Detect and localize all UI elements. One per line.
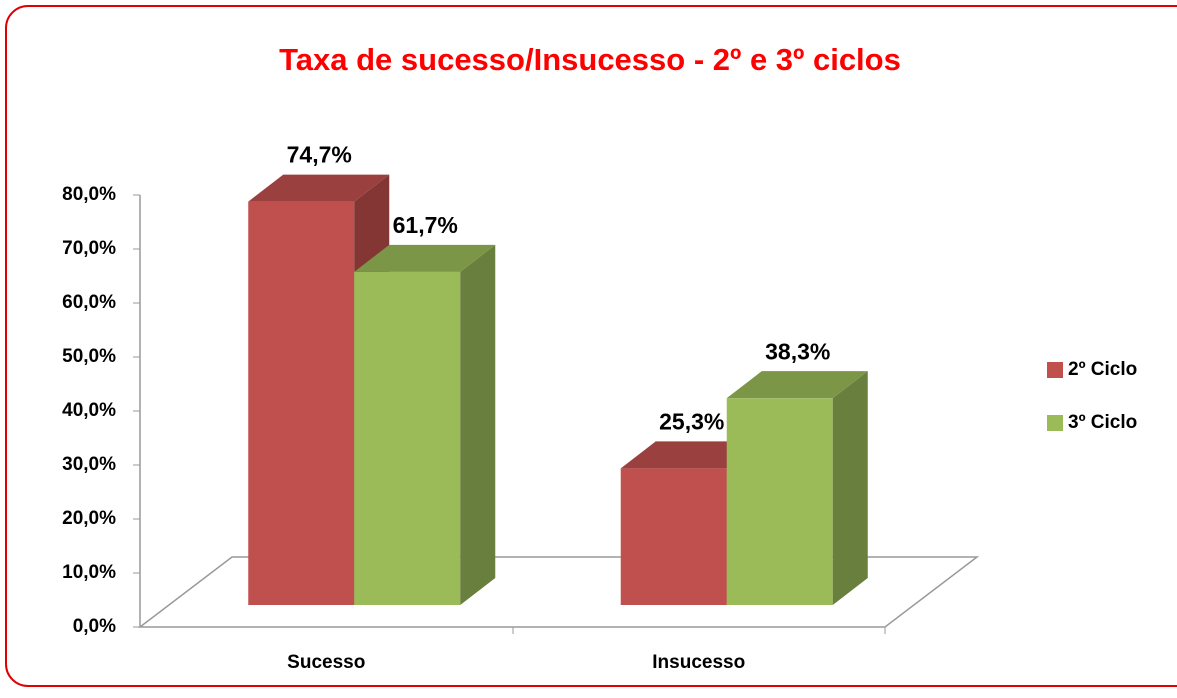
bar-side [460, 244, 496, 605]
value-label: 25,3% [659, 408, 724, 434]
y-tick-label: 0,0% [73, 616, 116, 637]
legend-label: 3º Ciclo [1068, 412, 1137, 433]
bar-top [248, 174, 390, 202]
y-tick-label: 80,0% [62, 184, 116, 205]
x-tick-label: Sucesso [287, 652, 365, 673]
y-tick-label: 40,0% [62, 400, 116, 421]
value-label: 61,7% [393, 212, 458, 238]
bar [726, 398, 833, 605]
legend-swatch [1047, 415, 1063, 431]
bar [354, 271, 461, 605]
value-label: 38,3% [765, 338, 830, 364]
bar-top [620, 441, 762, 469]
chart-border [5, 5, 1177, 687]
y-tick-label: 50,0% [62, 346, 116, 367]
bar-side [832, 371, 868, 605]
x-tick-label: Insucesso [652, 652, 745, 673]
y-tick-label: 30,0% [62, 454, 116, 475]
value-label: 74,7% [287, 142, 352, 168]
legend-swatch [1047, 362, 1063, 378]
y-tick-label: 10,0% [62, 562, 116, 583]
bar-top [354, 244, 496, 272]
floor [137, 556, 980, 628]
bar [248, 201, 355, 605]
y-tick-label: 70,0% [62, 238, 116, 259]
bar [620, 468, 727, 605]
legend-label: 2º Ciclo [1068, 359, 1137, 380]
y-tick-label: 60,0% [62, 292, 116, 313]
y-tick-label: 20,0% [62, 508, 116, 529]
bar-top [726, 371, 868, 399]
chart-title: Taxa de sucesso/Insucesso - 2º e 3º cicl… [279, 42, 901, 77]
